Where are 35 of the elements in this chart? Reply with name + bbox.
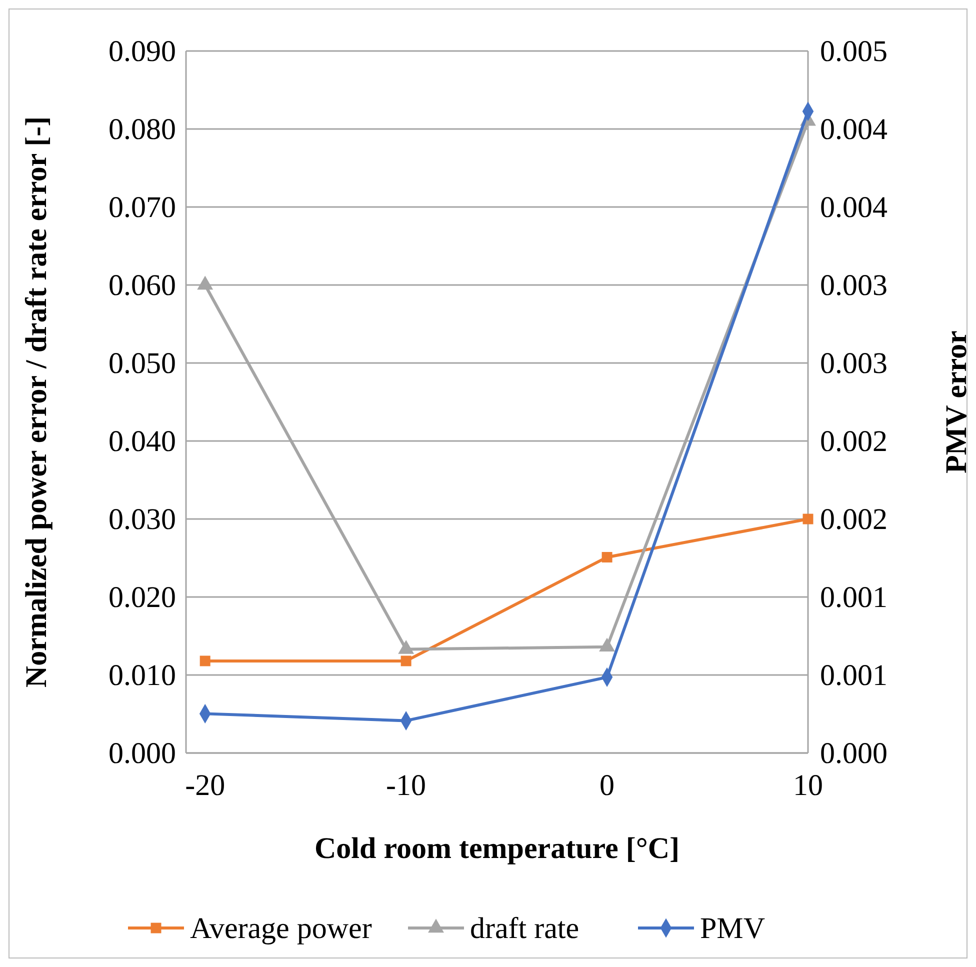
y-tick-label: 0.050 [108,347,176,380]
x-tick-label: 10 [793,769,823,802]
y2-axis-title: PMV error [940,330,973,474]
y-tick-label: 0.040 [108,425,176,458]
x-tick-label: -20 [185,769,226,802]
y-tick-label: 0.060 [108,269,176,302]
y-tick-label: 0.090 [108,35,176,68]
y2-tick-label: 0.001 [820,581,888,614]
y-tick-label: 0.030 [108,503,176,536]
y-tick-label: 0.000 [108,737,176,770]
x-tick-label: -10 [386,769,426,802]
point [802,514,814,524]
y2-tick-label: 0.004 [820,113,888,146]
y-axis-title: Normalized power error / draft rate error [-] [20,116,53,688]
y2-tick-label: 0.003 [820,346,888,380]
y2-tick-label: 0.004 [820,190,888,224]
point [200,656,210,666]
y2-tick-label: 0.005 [820,35,888,68]
y2-tick-label: 0.002 [820,425,888,458]
point [197,276,214,290]
y-tick-label: 0.010 [108,659,176,692]
y2-tick-label: 0.001 [820,658,888,692]
legend-label: draft rate [470,912,580,945]
y-tick-label: 0.070 [108,191,176,224]
y2-tick-label: 0.002 [820,502,888,536]
y2-tick-label: 0.000 [820,737,888,770]
y-tick-label: 0.020 [108,581,176,614]
y-tick-label: 0.080 [108,113,176,146]
legend-label: PMV [700,912,766,945]
point [400,656,412,666]
y2-tick-label: 0.003 [820,269,888,302]
x-axis-title: Cold room temperature [°C] [314,832,680,865]
legend-label: Average power [190,912,372,945]
x-tick-label: 0 [600,769,615,802]
point [602,552,612,562]
